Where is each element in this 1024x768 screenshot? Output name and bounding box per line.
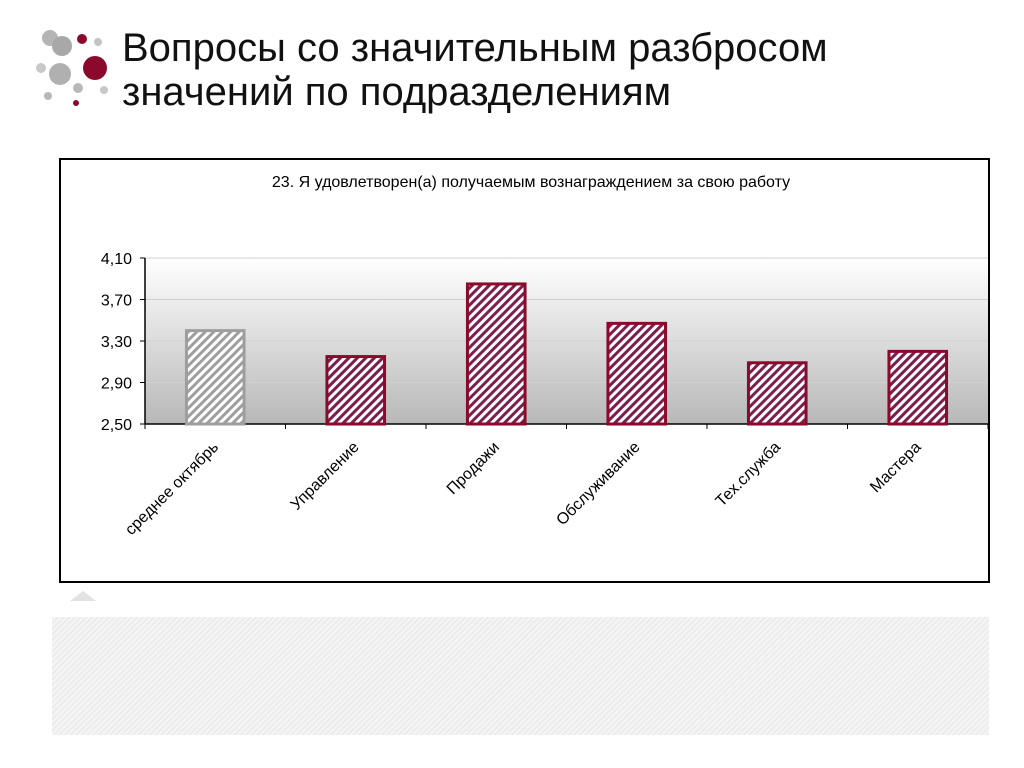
page-title-line-1: Вопросы со значительным разбросом [122,26,828,70]
bar [606,321,668,426]
bar [746,361,808,426]
y-tick-label: 3,70 [101,293,132,310]
page-title: Вопросы со значительным разбросом значен… [122,26,828,114]
x-tick-label: Тех.служба [713,439,784,510]
x-tick-label: Продажи [444,439,503,498]
x-tick-label: Мастера [867,439,925,497]
logo-icon [36,30,108,106]
chart-container: 23. Я удовлетворен(а) получаемым вознагр… [59,158,990,583]
page-title-line-2: значений по подразделениям [122,70,672,114]
slide-marker [70,591,96,601]
x-tick-label: Управление [288,439,363,514]
bar-chart: 23. Я удовлетворен(а) получаемым вознагр… [101,174,988,539]
x-tick-label: среднее октябрь [122,439,222,539]
bar [465,282,527,426]
y-tick-label: 2,90 [101,376,132,393]
y-tick-label: 3,30 [101,334,132,351]
chart-title: 23. Я удовлетворен(а) получаемым вознагр… [272,174,790,191]
y-tick-label: 4,10 [101,251,132,268]
bar [887,349,949,426]
x-tick-label: Обслуживание [553,439,643,529]
footer-band [52,617,989,735]
y-tick-label: 2,50 [101,417,132,434]
bar [184,329,246,426]
bar [325,355,387,426]
